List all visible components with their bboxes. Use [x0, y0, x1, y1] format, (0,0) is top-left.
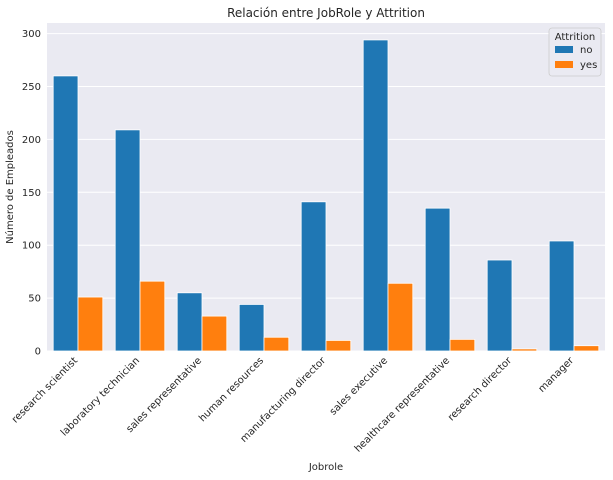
bar-no-2: [176, 292, 203, 352]
bar-yes-8: [573, 345, 600, 352]
x-axis-title: Jobrole: [308, 462, 343, 473]
legend-title: Attrition: [555, 32, 596, 43]
bar-no-5: [362, 39, 389, 352]
bar-no-1: [114, 129, 141, 352]
bar-yes-5: [387, 282, 414, 352]
y-tick-label: 250: [22, 82, 41, 93]
bar-no-0: [52, 75, 79, 352]
legend-label-yes: yes: [580, 60, 597, 71]
bar-yes-2: [201, 315, 228, 352]
y-tick-label: 50: [28, 294, 41, 305]
x-tick-label: research director: [446, 355, 515, 424]
bar-yes-3: [263, 336, 290, 352]
bar-yes-4: [325, 340, 352, 352]
y-axis: 0 50 100 150 200 250 300: [22, 29, 41, 357]
legend: Attrition no yes: [548, 27, 602, 77]
bar-no-4: [300, 201, 327, 352]
legend-swatch-no: [555, 46, 573, 53]
y-tick-label: 200: [22, 135, 41, 146]
y-tick-label: 300: [22, 29, 41, 40]
x-tick-label: research scientist: [10, 355, 80, 425]
y-tick-label: 100: [22, 241, 41, 252]
bar-yes-7: [511, 348, 538, 352]
bar-no-6: [424, 207, 451, 352]
x-tick-label: human resources: [197, 355, 266, 424]
y-tick-label: 0: [35, 347, 41, 358]
bars: [52, 39, 600, 352]
y-axis-title: Número de Empleados: [4, 130, 16, 244]
bar-no-3: [238, 304, 265, 352]
y-tick-label: 150: [22, 188, 41, 199]
x-tick-label: sales executive: [328, 355, 390, 417]
bar-yes-1: [139, 280, 166, 352]
bar-yes-0: [77, 296, 104, 352]
legend-label-no: no: [580, 45, 592, 56]
bar-no-7: [486, 259, 513, 352]
legend-swatch-yes: [555, 61, 573, 68]
x-tick-label: manager: [537, 355, 577, 395]
chart-title: Relación entre JobRole y Attrition: [227, 6, 425, 20]
bar-yes-6: [449, 338, 476, 352]
bar-no-8: [548, 240, 575, 352]
